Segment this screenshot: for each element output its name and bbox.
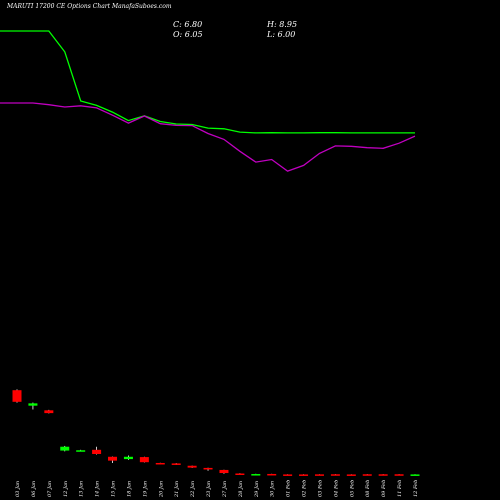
candle-17 <box>283 474 293 476</box>
chart-title: MARUTI 17200 CE Options Chart ManafaSubo… <box>7 3 172 10</box>
date-tick-label: 21 Jan <box>174 481 180 498</box>
candle-16 <box>267 473 277 476</box>
date-tick-label: 14 Jan <box>95 481 101 497</box>
candle-body-down <box>219 469 229 474</box>
candle-body-up <box>28 403 38 406</box>
date-label-layer: 03 Jan 06 Jan 07 Jan 12 Jan 13 Jan 14 Jan 15 J… <box>15 480 419 498</box>
candle-body-down <box>235 473 245 475</box>
candle-1 <box>28 402 38 410</box>
candle-21 <box>346 474 356 476</box>
candle-body-down <box>171 463 181 465</box>
candle-body-down <box>203 467 213 470</box>
candle-body-down <box>267 473 277 476</box>
ohlc-close: C: 6.80 <box>173 20 203 29</box>
date-tick-label: 23 Jan <box>206 481 212 498</box>
date-tick-label: 03 Feb <box>317 480 323 497</box>
candle-body-down <box>299 474 309 476</box>
candle-body-down <box>44 410 54 414</box>
candle-22 <box>362 474 372 476</box>
date-tick-label: 27 Jan <box>222 481 228 498</box>
candle-layer <box>12 389 420 476</box>
date-tick-label: 30 Jan <box>270 481 276 497</box>
candle-body-up <box>60 446 70 451</box>
candle-14 <box>235 473 245 475</box>
candle-25 <box>410 474 420 476</box>
date-tick-label: 03 Jan <box>15 481 21 497</box>
moving-average-slow-line <box>0 102 416 172</box>
candle-body-down <box>378 474 388 476</box>
candle-19 <box>314 474 324 476</box>
candle-24 <box>394 474 404 476</box>
ohlc-high: H: 8.95 <box>267 20 298 29</box>
date-tick-label: 28 Jan <box>238 481 244 498</box>
candle-body-down <box>394 474 404 476</box>
date-tick-label: 19 Jan <box>142 481 148 497</box>
candle-body-down <box>346 474 356 476</box>
candle-body-down <box>139 457 149 463</box>
candle-body-up <box>251 474 261 476</box>
date-tick-label: 04 Feb <box>333 480 339 497</box>
candle-11 <box>187 465 197 468</box>
candle-18 <box>299 474 309 476</box>
date-tick-label: 12 Jan <box>63 481 69 497</box>
candle-2 <box>44 409 54 414</box>
date-tick-label: 13 Jan <box>79 481 85 497</box>
candle-3 <box>60 445 70 452</box>
date-tick-label: 09 Feb <box>381 480 387 497</box>
candle-4 <box>76 449 86 452</box>
candle-body-down <box>92 449 102 454</box>
date-tick-label: 01 Feb <box>286 480 292 497</box>
candle-body-down <box>187 465 197 468</box>
moving-average-layer <box>0 30 416 172</box>
candle-body-down <box>314 474 324 476</box>
candle-body-up <box>410 474 420 476</box>
candle-15 <box>251 473 261 476</box>
candle-12 <box>203 467 213 471</box>
candle-body-up <box>123 456 133 460</box>
ohlc-open: O: 6.05 <box>173 30 203 39</box>
candle-body-up <box>76 450 86 452</box>
date-tick-label: 05 Feb <box>349 480 355 497</box>
date-tick-label: 08 Feb <box>365 480 371 497</box>
candle-8 <box>139 456 149 463</box>
date-tick-label: 29 Jan <box>254 481 260 498</box>
candle-body-down <box>155 462 165 465</box>
date-tick-label: 15 Jan <box>111 481 117 497</box>
candle-20 <box>330 474 340 476</box>
date-tick-label: 07 Jan <box>47 481 53 497</box>
candle-7 <box>123 455 133 460</box>
candle-body-down <box>108 456 118 461</box>
date-tick-label: 02 Feb <box>302 480 308 497</box>
date-tick-label: 11 Feb <box>397 480 403 497</box>
candle-9 <box>155 462 165 465</box>
candle-body-down <box>283 474 293 476</box>
candle-body-down <box>12 390 22 402</box>
date-tick-label: 18 Jan <box>126 481 132 497</box>
candle-10 <box>171 463 181 465</box>
date-tick-label: 12 Feb <box>413 480 419 497</box>
moving-average-fast-line <box>0 30 415 134</box>
date-tick-label: 06 Jan <box>31 481 37 497</box>
candle-5 <box>92 446 102 455</box>
candle-0 <box>12 389 22 403</box>
candle-13 <box>219 469 229 474</box>
candle-body-down <box>330 474 340 476</box>
candle-6 <box>108 456 118 463</box>
date-tick-label: 20 Jan <box>158 481 164 498</box>
candle-23 <box>378 474 388 476</box>
ohlc-low: L: 6.00 <box>267 30 296 39</box>
date-tick-label: 22 Jan <box>190 481 196 498</box>
candle-body-down <box>362 474 372 476</box>
